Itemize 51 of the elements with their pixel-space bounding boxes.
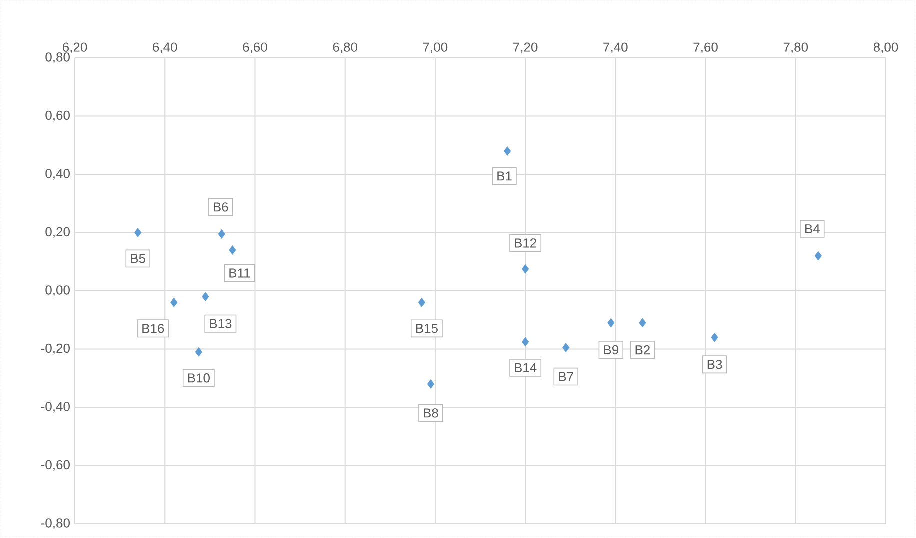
point <box>522 264 530 274</box>
point <box>608 318 615 328</box>
x-tick-label: 7,20 <box>514 42 538 54</box>
y-tick-label: 0,20 <box>46 227 70 238</box>
annotation: B15 <box>416 324 438 334</box>
y-tick-label: 0,00 <box>46 286 70 296</box>
x-tick-label: 7,40 <box>604 42 628 54</box>
y-tick-label: 0,60 <box>46 110 70 122</box>
point <box>522 337 530 347</box>
annotation: B9 <box>604 345 618 355</box>
point <box>229 246 236 255</box>
point <box>195 347 202 357</box>
point <box>218 230 226 239</box>
x-tick-label: 7,80 <box>784 42 808 54</box>
point <box>202 292 210 302</box>
annotation: B7 <box>559 372 574 382</box>
y-tick-label: 0,80 <box>46 52 70 64</box>
y-tick-label: -0,40 <box>41 402 70 413</box>
point <box>418 298 426 308</box>
annotation: B12 <box>515 238 536 248</box>
point <box>814 251 822 261</box>
annotation: B6 <box>214 202 228 212</box>
x-tick-label: 7,00 <box>423 42 448 54</box>
point <box>134 228 142 238</box>
point <box>562 343 570 352</box>
annotation: B1 <box>498 172 512 181</box>
x-tick-label: 7,60 <box>694 42 718 54</box>
annotation: B13 <box>210 319 232 328</box>
annotation: B8 <box>424 408 438 418</box>
point <box>639 318 646 328</box>
point <box>427 379 435 389</box>
x-tick-label: 6,40 <box>153 42 178 54</box>
y-tick-label: -0,80 <box>41 518 70 530</box>
annotation: B2 <box>636 345 650 355</box>
x-tick-label: 8,00 <box>874 42 898 54</box>
annotation: B11 <box>230 268 250 278</box>
annotation: B5 <box>131 254 146 264</box>
annotation: B3 <box>708 360 722 370</box>
annotation: B16 <box>142 324 164 334</box>
point <box>711 332 718 342</box>
annotation: B4 <box>806 224 820 234</box>
point <box>170 298 178 308</box>
annotation: B14 <box>515 363 537 372</box>
x-tick-label: 6,20 <box>63 42 88 54</box>
point <box>504 146 512 156</box>
x-tick-label: 6,80 <box>333 42 358 54</box>
y-tick-label: 0,40 <box>46 169 70 180</box>
y-tick-label: -0,20 <box>41 344 70 355</box>
y-tick-label: -0,60 <box>41 460 70 472</box>
x-tick-label: 6,60 <box>243 42 268 54</box>
annotation: B10 <box>188 374 210 383</box>
